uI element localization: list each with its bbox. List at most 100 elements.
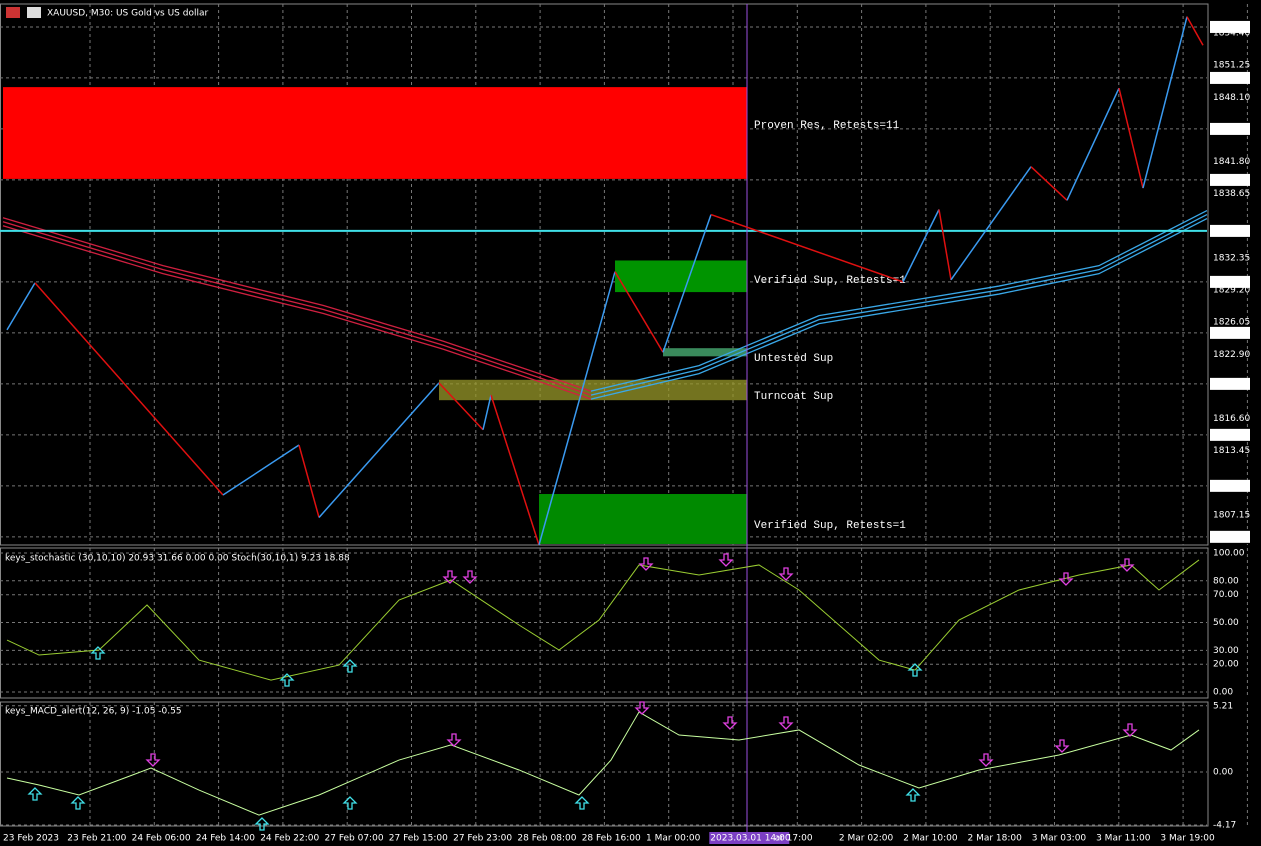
sell-arrow bbox=[1122, 723, 1138, 737]
y-tick-label: 1840.00 bbox=[1213, 175, 1250, 185]
price-box bbox=[1210, 428, 1250, 441]
sell-arrow bbox=[1054, 739, 1070, 753]
buy-arrow bbox=[905, 788, 921, 802]
y-tick-label: 80.00 bbox=[1213, 576, 1239, 586]
time-highlight bbox=[709, 832, 790, 844]
macd-title: keys_MACD_alert(12, 26, 9) -1.05 -0.55 bbox=[5, 707, 182, 717]
zone bbox=[615, 260, 747, 293]
y-tick-label: 1829.20 bbox=[1213, 286, 1250, 296]
time-label: 24 Feb 06:00 bbox=[132, 834, 191, 844]
sell-arrow bbox=[1119, 558, 1135, 572]
y-tick-label: 30.00 bbox=[1213, 646, 1239, 656]
zone bbox=[663, 348, 747, 357]
zone bbox=[3, 87, 747, 179]
time-label: 23 Feb 2023 bbox=[3, 834, 59, 844]
time-label: 3 Mar 11:00 bbox=[1096, 834, 1151, 844]
buy-arrow bbox=[27, 787, 43, 801]
time-label: 1 Mar 00:00 bbox=[646, 834, 701, 844]
y-tick-label: 50.00 bbox=[1213, 618, 1239, 628]
zone-label: Turncoat Sup bbox=[754, 391, 833, 403]
oscillator-line bbox=[6, 559, 1200, 681]
y-tick-label: 1854.40 bbox=[1213, 29, 1250, 39]
zigzag-segment bbox=[6, 282, 36, 331]
chart-title: XAUUSD, M30: US Gold vs US dollar bbox=[47, 9, 208, 19]
zone-label: Verified Sup, Retests=1 bbox=[754, 520, 906, 532]
sell-arrow bbox=[722, 716, 738, 730]
y-tick-label: 1832.35 bbox=[1213, 253, 1250, 263]
y-tick-label: 1810.00 bbox=[1213, 481, 1250, 491]
zigzag-segment bbox=[482, 394, 492, 430]
y-tick-label: 0.00 bbox=[1213, 768, 1233, 778]
price-box bbox=[1210, 122, 1250, 135]
moving-average bbox=[2, 225, 592, 400]
price-box bbox=[1210, 224, 1250, 237]
price-box bbox=[1210, 173, 1250, 186]
buy-arrow bbox=[574, 796, 590, 810]
oscillator-line bbox=[6, 711, 1200, 816]
zigzag-segment bbox=[950, 166, 1032, 281]
sell-arrow bbox=[718, 553, 734, 567]
time-label: 27 Feb 07:00 bbox=[325, 834, 384, 844]
y-tick-label: 1830.00 bbox=[1213, 277, 1250, 287]
y-tick-label: 20.00 bbox=[1213, 660, 1239, 670]
price-box bbox=[1210, 71, 1250, 84]
zone-label: Verified Sup, Retests=1 bbox=[754, 275, 906, 287]
y-tick-label: 1851.25 bbox=[1213, 61, 1250, 71]
y-tick-label: 1848.10 bbox=[1213, 93, 1250, 103]
zigzag-segment bbox=[614, 271, 664, 353]
zigzag-segment bbox=[1186, 16, 1204, 46]
zigzag-segment bbox=[1142, 16, 1188, 189]
zigzag-segment bbox=[298, 444, 320, 518]
sell-arrow bbox=[978, 753, 994, 767]
buy-arrow bbox=[90, 646, 106, 660]
y-tick-label: 70.00 bbox=[1213, 590, 1239, 600]
price-box bbox=[1210, 326, 1250, 339]
time-label: 2 Mar 02:00 bbox=[839, 834, 894, 844]
y-tick-label: 1822.90 bbox=[1213, 350, 1250, 360]
buy-arrow bbox=[70, 796, 86, 810]
stoch-title: keys_stochastic (30,10,10) 20.93 31.66 0… bbox=[5, 554, 350, 564]
y-tick-label: 1825.00 bbox=[1213, 328, 1250, 338]
y-tick-label: 1855.00 bbox=[1213, 22, 1250, 32]
time-label: 27 Feb 23:00 bbox=[453, 834, 512, 844]
zigzag-segment bbox=[34, 282, 224, 496]
buy-arrow bbox=[279, 673, 295, 687]
chart-icon bbox=[27, 7, 41, 18]
time-label: 3 Mar 19:00 bbox=[1160, 834, 1215, 844]
y-tick-label: 100.00 bbox=[1213, 549, 1245, 559]
sell-arrow bbox=[145, 753, 161, 767]
y-tick-label: 1850.00 bbox=[1213, 73, 1250, 83]
y-tick-label: 1813.45 bbox=[1213, 446, 1250, 456]
y-tick-label: 1815.00 bbox=[1213, 430, 1250, 440]
buy-arrow bbox=[907, 663, 923, 677]
y-tick-label: 1845.00 bbox=[1213, 124, 1250, 134]
y-tick-label: 1820.00 bbox=[1213, 379, 1250, 389]
moving-average bbox=[2, 217, 592, 392]
y-tick-label: 1816.60 bbox=[1213, 414, 1250, 424]
moving-average bbox=[2, 221, 592, 396]
sell-arrow bbox=[446, 733, 462, 747]
price-box bbox=[1210, 20, 1250, 33]
time-label: 28 Feb 16:00 bbox=[582, 834, 641, 844]
y-tick-label: 5.21 bbox=[1213, 701, 1233, 711]
time-label: 2023.03.01 14:00 bbox=[710, 834, 791, 844]
sell-arrow bbox=[442, 570, 458, 584]
time-label: 2 Mar 18:00 bbox=[968, 834, 1023, 844]
price-box bbox=[1210, 275, 1250, 288]
y-tick-label: 0.00 bbox=[1213, 688, 1233, 698]
sell-arrow bbox=[1058, 572, 1074, 586]
zone-label: Proven Res, Retests=11 bbox=[754, 120, 900, 132]
zigzag-segment bbox=[318, 382, 440, 518]
y-tick-label: 1838.65 bbox=[1213, 189, 1250, 199]
time-label: 28 Feb 08:00 bbox=[517, 834, 576, 844]
zone bbox=[539, 494, 747, 544]
zigzag-segment bbox=[710, 213, 904, 283]
y-tick-label: 1841.80 bbox=[1213, 157, 1250, 167]
zigzag-segment bbox=[1066, 87, 1120, 201]
y-tick-label: 1826.05 bbox=[1213, 318, 1250, 328]
time-label: 3 Mar 03:00 bbox=[1032, 834, 1087, 844]
buy-arrow bbox=[342, 659, 358, 673]
sell-arrow bbox=[778, 567, 794, 581]
zigzag-segment bbox=[222, 444, 300, 496]
